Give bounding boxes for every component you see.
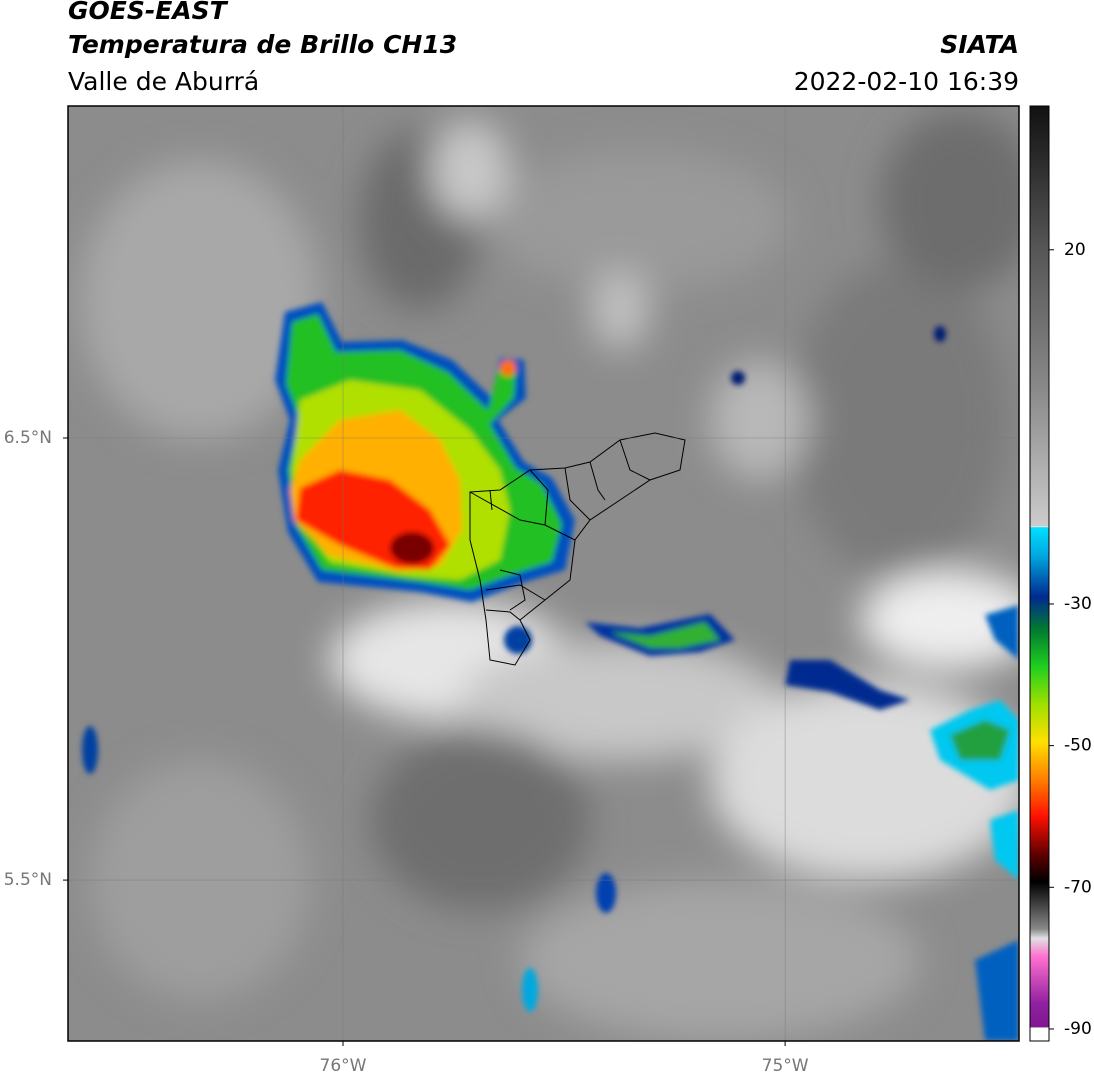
colorbar-tick-label: -70 <box>1064 877 1092 897</box>
colorbar <box>1029 105 1050 1042</box>
satellite-image <box>68 106 1019 1041</box>
lat-tick-label: 6.5°N <box>4 428 52 448</box>
map-frame <box>67 105 1020 1042</box>
municipal-boundaries <box>469 432 686 666</box>
lat-tick-label: 5.5°N <box>4 870 52 890</box>
graticule <box>68 106 1019 1041</box>
satellite: GOES-EAST <box>68 0 229 25</box>
colorbar-tick-label: -50 <box>1064 736 1092 756</box>
lon-tick-label: 76°W <box>320 1056 367 1076</box>
datetime: 2022-02-10 16:39 <box>794 67 1019 96</box>
colorbar-tick-label: -90 <box>1064 1019 1092 1039</box>
colorbar-tick-label: -30 <box>1064 594 1092 614</box>
colorbar-tick-label: 20 <box>1064 240 1086 260</box>
lon-tick-label: 75°W <box>762 1056 809 1076</box>
product: Temperatura de Brillo CH13 <box>68 30 457 59</box>
source: SIATA <box>940 30 1019 59</box>
region: Valle de Aburrá <box>68 67 259 96</box>
